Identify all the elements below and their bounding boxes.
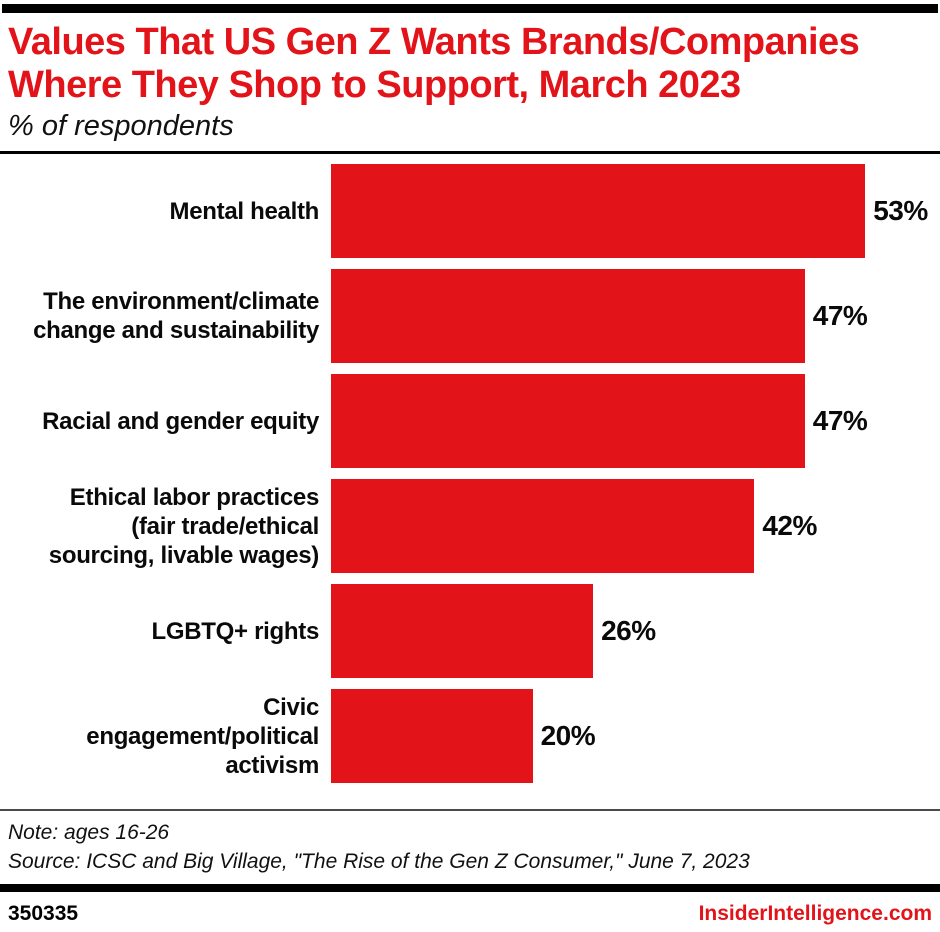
category-label: Ethical labor practices (fair trade/ethic…: [8, 483, 331, 570]
category-label-line: LGBTQ+ rights: [151, 617, 320, 645]
bar: [331, 689, 533, 783]
chart-row: LGBTQ+ rights 26%: [8, 584, 940, 678]
bar-cell: 26%: [331, 584, 940, 678]
category-label-line: (fair trade/ethical: [131, 512, 319, 540]
footnotes: Note: ages 16-26 Source: ICSC and Big Vi…: [0, 811, 940, 876]
category-label-line: Racial and gender equity: [42, 407, 319, 435]
category-label-line: change and sustainability: [33, 317, 319, 344]
chart-title-line-2: Where They Shop to Support, March 2023: [8, 64, 741, 106]
category-label: The environment/climate change and sustai…: [8, 287, 331, 345]
source-text: Source: ICSC and Big Village, "The Rise …: [8, 850, 750, 873]
chart-title: Values That US Gen Z Wants Brands/Compan…: [8, 21, 932, 107]
bar: [331, 164, 866, 258]
value-label: 42%: [762, 510, 817, 541]
category-label: Mental health: [8, 197, 331, 226]
note-text: Note: ages 16-26: [8, 821, 170, 844]
category-label-line: activism: [225, 751, 319, 779]
bar-cell: 47%: [331, 374, 940, 468]
chart-id: 350335: [8, 902, 79, 925]
category-label-line: Ethical labor practices: [69, 483, 320, 511]
bar-cell: 42%: [331, 479, 940, 573]
value-label: 47%: [812, 405, 868, 436]
chart-row: The environment/climate change and sustai…: [8, 269, 940, 363]
bar: [331, 374, 805, 468]
footnote-divider: [0, 809, 940, 811]
category-label: Civic engagement/political activism: [8, 693, 331, 780]
chart-title-line-1: Values That US Gen Z Wants Brands/Compan…: [8, 21, 860, 63]
value-label: 53%: [873, 195, 928, 226]
value-label: 26%: [601, 615, 656, 646]
category-label-line: The environment/climate: [43, 288, 319, 315]
chart-row: Mental health 53%: [8, 164, 940, 258]
bar: [331, 479, 755, 573]
bar-cell: 20%: [331, 689, 940, 783]
chart-row: Civic engagement/political activism 20%: [8, 689, 940, 783]
bar: [331, 584, 594, 678]
category-label-line: Civic: [263, 693, 319, 721]
category-label-line: engagement/political: [86, 722, 319, 750]
value-label: 20%: [540, 720, 596, 751]
bar-chart: Mental health 53% The environment/climate c…: [0, 164, 940, 783]
bar-cell: 53%: [331, 164, 940, 258]
value-label: 47%: [812, 300, 868, 331]
category-label: LGBTQ+ rights: [8, 617, 331, 646]
chart-rows: Mental health 53% The environment/climate c…: [8, 164, 940, 783]
bar-cell: 47%: [331, 269, 940, 363]
chart-header: Values That US Gen Z Wants Brands/Compan…: [0, 13, 940, 143]
chart-page: Values That US Gen Z Wants Brands/Compan…: [0, 4, 940, 932]
brand-link[interactable]: InsiderIntelligence.com: [698, 902, 932, 925]
footer: 350335 InsiderIntelligence.com: [0, 902, 940, 926]
header-divider: [0, 151, 940, 154]
chart-subtitle: % of respondents: [8, 110, 234, 142]
top-rule: [2, 4, 938, 13]
chart-row: Racial and gender equity 47%: [8, 374, 940, 468]
chart-row: Ethical labor practices (fair trade/ethic…: [8, 479, 940, 573]
category-label-line: Mental health: [169, 197, 320, 225]
category-label-line: sourcing, livable wages): [48, 541, 320, 569]
category-label: Racial and gender equity: [8, 407, 331, 436]
footer-rule: [0, 884, 940, 892]
bar: [331, 269, 805, 363]
